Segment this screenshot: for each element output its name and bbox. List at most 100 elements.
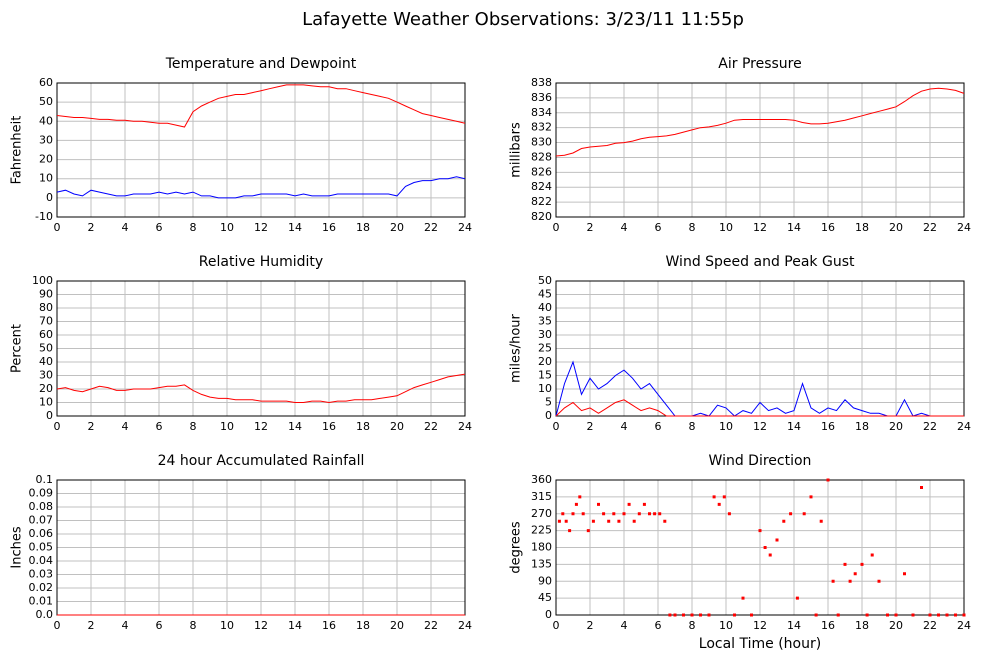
data-point — [586, 529, 590, 533]
x-tick-label: 4 — [621, 619, 628, 632]
y-tick-label: 0 — [46, 409, 53, 422]
data-point — [574, 502, 578, 506]
chart-title: Temperature and Dewpoint — [165, 56, 357, 72]
chart-title: Air Pressure — [718, 56, 801, 72]
x-tick-label: 6 — [655, 619, 662, 632]
y-tick-label: 838 — [531, 76, 552, 89]
data-point — [920, 486, 923, 489]
data-point — [768, 553, 772, 557]
x-tick-label: 2 — [88, 221, 95, 234]
y-tick-label: 360 — [531, 473, 552, 486]
x-tick-label: 14 — [288, 420, 302, 433]
data-point — [682, 613, 685, 617]
data-point — [578, 495, 582, 499]
x-tick-label: 8 — [190, 420, 197, 433]
x-tick-label: 22 — [923, 420, 937, 433]
x-tick-label: 10 — [719, 619, 733, 632]
x-axis-label: Local Time (hour) — [699, 636, 821, 652]
plot-frame — [56, 280, 466, 417]
y-tick-label: 826 — [531, 165, 552, 178]
y-tick-label: 100 — [32, 274, 53, 287]
data-point — [782, 519, 786, 523]
x-tick-label: 12 — [753, 221, 767, 234]
y-axis-label: Percent — [10, 324, 25, 373]
data-line — [56, 176, 466, 199]
x-tick-label: 2 — [587, 420, 594, 433]
y-tick-label: 0.1 — [36, 473, 54, 486]
x-tick-label: 0 — [54, 221, 61, 234]
data-point — [557, 519, 561, 523]
data-point — [622, 512, 626, 516]
data-point — [870, 553, 874, 557]
y-axis-label: degrees — [509, 521, 524, 574]
x-tick-label: 0 — [553, 619, 560, 632]
data-point — [597, 502, 600, 506]
x-tick-label: 22 — [923, 619, 937, 632]
data-point — [809, 495, 813, 499]
data-point — [571, 512, 575, 516]
y-tick-label: 828 — [531, 150, 552, 163]
data-line — [56, 373, 466, 404]
chart-title: Wind Direction — [709, 453, 812, 469]
x-tick-label: 12 — [254, 221, 268, 234]
x-tick-label: 6 — [156, 619, 163, 632]
x-tick-label: 24 — [458, 619, 472, 632]
x-tick-label: 2 — [88, 619, 95, 632]
y-tick-label: 70 — [39, 315, 53, 328]
x-tick-label: 20 — [390, 420, 404, 433]
data-point — [690, 613, 694, 617]
y-tick-label: 0.06 — [29, 527, 54, 540]
data-point — [658, 512, 662, 516]
x-tick-label: 20 — [390, 221, 404, 234]
x-tick-label: 4 — [122, 619, 129, 632]
y-tick-label: 270 — [531, 507, 552, 520]
data-point — [699, 613, 702, 617]
y-tick-label: -10 — [35, 210, 53, 223]
y-axis-label: miles/hour — [509, 313, 524, 382]
y-tick-label: 0.08 — [29, 500, 54, 513]
y-tick-label: 90 — [39, 288, 53, 301]
x-tick-label: 24 — [957, 420, 971, 433]
x-tick-label: 4 — [621, 221, 628, 234]
data-point — [722, 495, 726, 499]
data-point — [617, 519, 621, 523]
y-tick-label: 15 — [538, 369, 552, 382]
y-tick-label: 30 — [39, 369, 53, 382]
x-tick-label: 16 — [821, 420, 835, 433]
x-tick-label: 22 — [923, 221, 937, 234]
y-tick-label: 0 — [545, 608, 552, 621]
data-point — [663, 519, 667, 523]
data-point — [717, 502, 721, 506]
x-tick-label: 12 — [254, 619, 268, 632]
x-tick-label: 10 — [220, 420, 234, 433]
x-tick-label: 22 — [424, 221, 438, 234]
y-tick-label: 836 — [531, 91, 552, 104]
y-tick-label: 50 — [538, 274, 552, 287]
x-tick-label: 0 — [54, 420, 61, 433]
y-tick-label: 10 — [39, 396, 53, 409]
data-point — [627, 502, 631, 506]
x-tick-label: 4 — [621, 420, 628, 433]
x-tick-label: 14 — [787, 420, 801, 433]
data-point — [758, 529, 762, 533]
data-point — [836, 613, 840, 617]
data-point — [962, 613, 966, 617]
x-tick-label: 24 — [458, 221, 472, 234]
x-tick-label: 18 — [855, 221, 869, 234]
data-point — [789, 512, 793, 516]
chart-title: 24 hour Accumulated Rainfall — [158, 453, 365, 469]
x-tick-label: 4 — [122, 221, 129, 234]
data-point — [602, 512, 606, 516]
x-tick-label: 24 — [458, 420, 472, 433]
data-point — [632, 519, 636, 523]
x-tick-label: 8 — [689, 420, 696, 433]
data-point — [843, 562, 847, 566]
y-tick-label: 20 — [39, 153, 53, 166]
y-tick-label: 40 — [538, 301, 552, 314]
y-tick-label: 0 — [545, 409, 552, 422]
y-tick-label: 30 — [39, 133, 53, 146]
x-tick-label: 16 — [821, 619, 835, 632]
data-point — [886, 613, 889, 617]
y-tick-label: 30 — [538, 328, 552, 341]
